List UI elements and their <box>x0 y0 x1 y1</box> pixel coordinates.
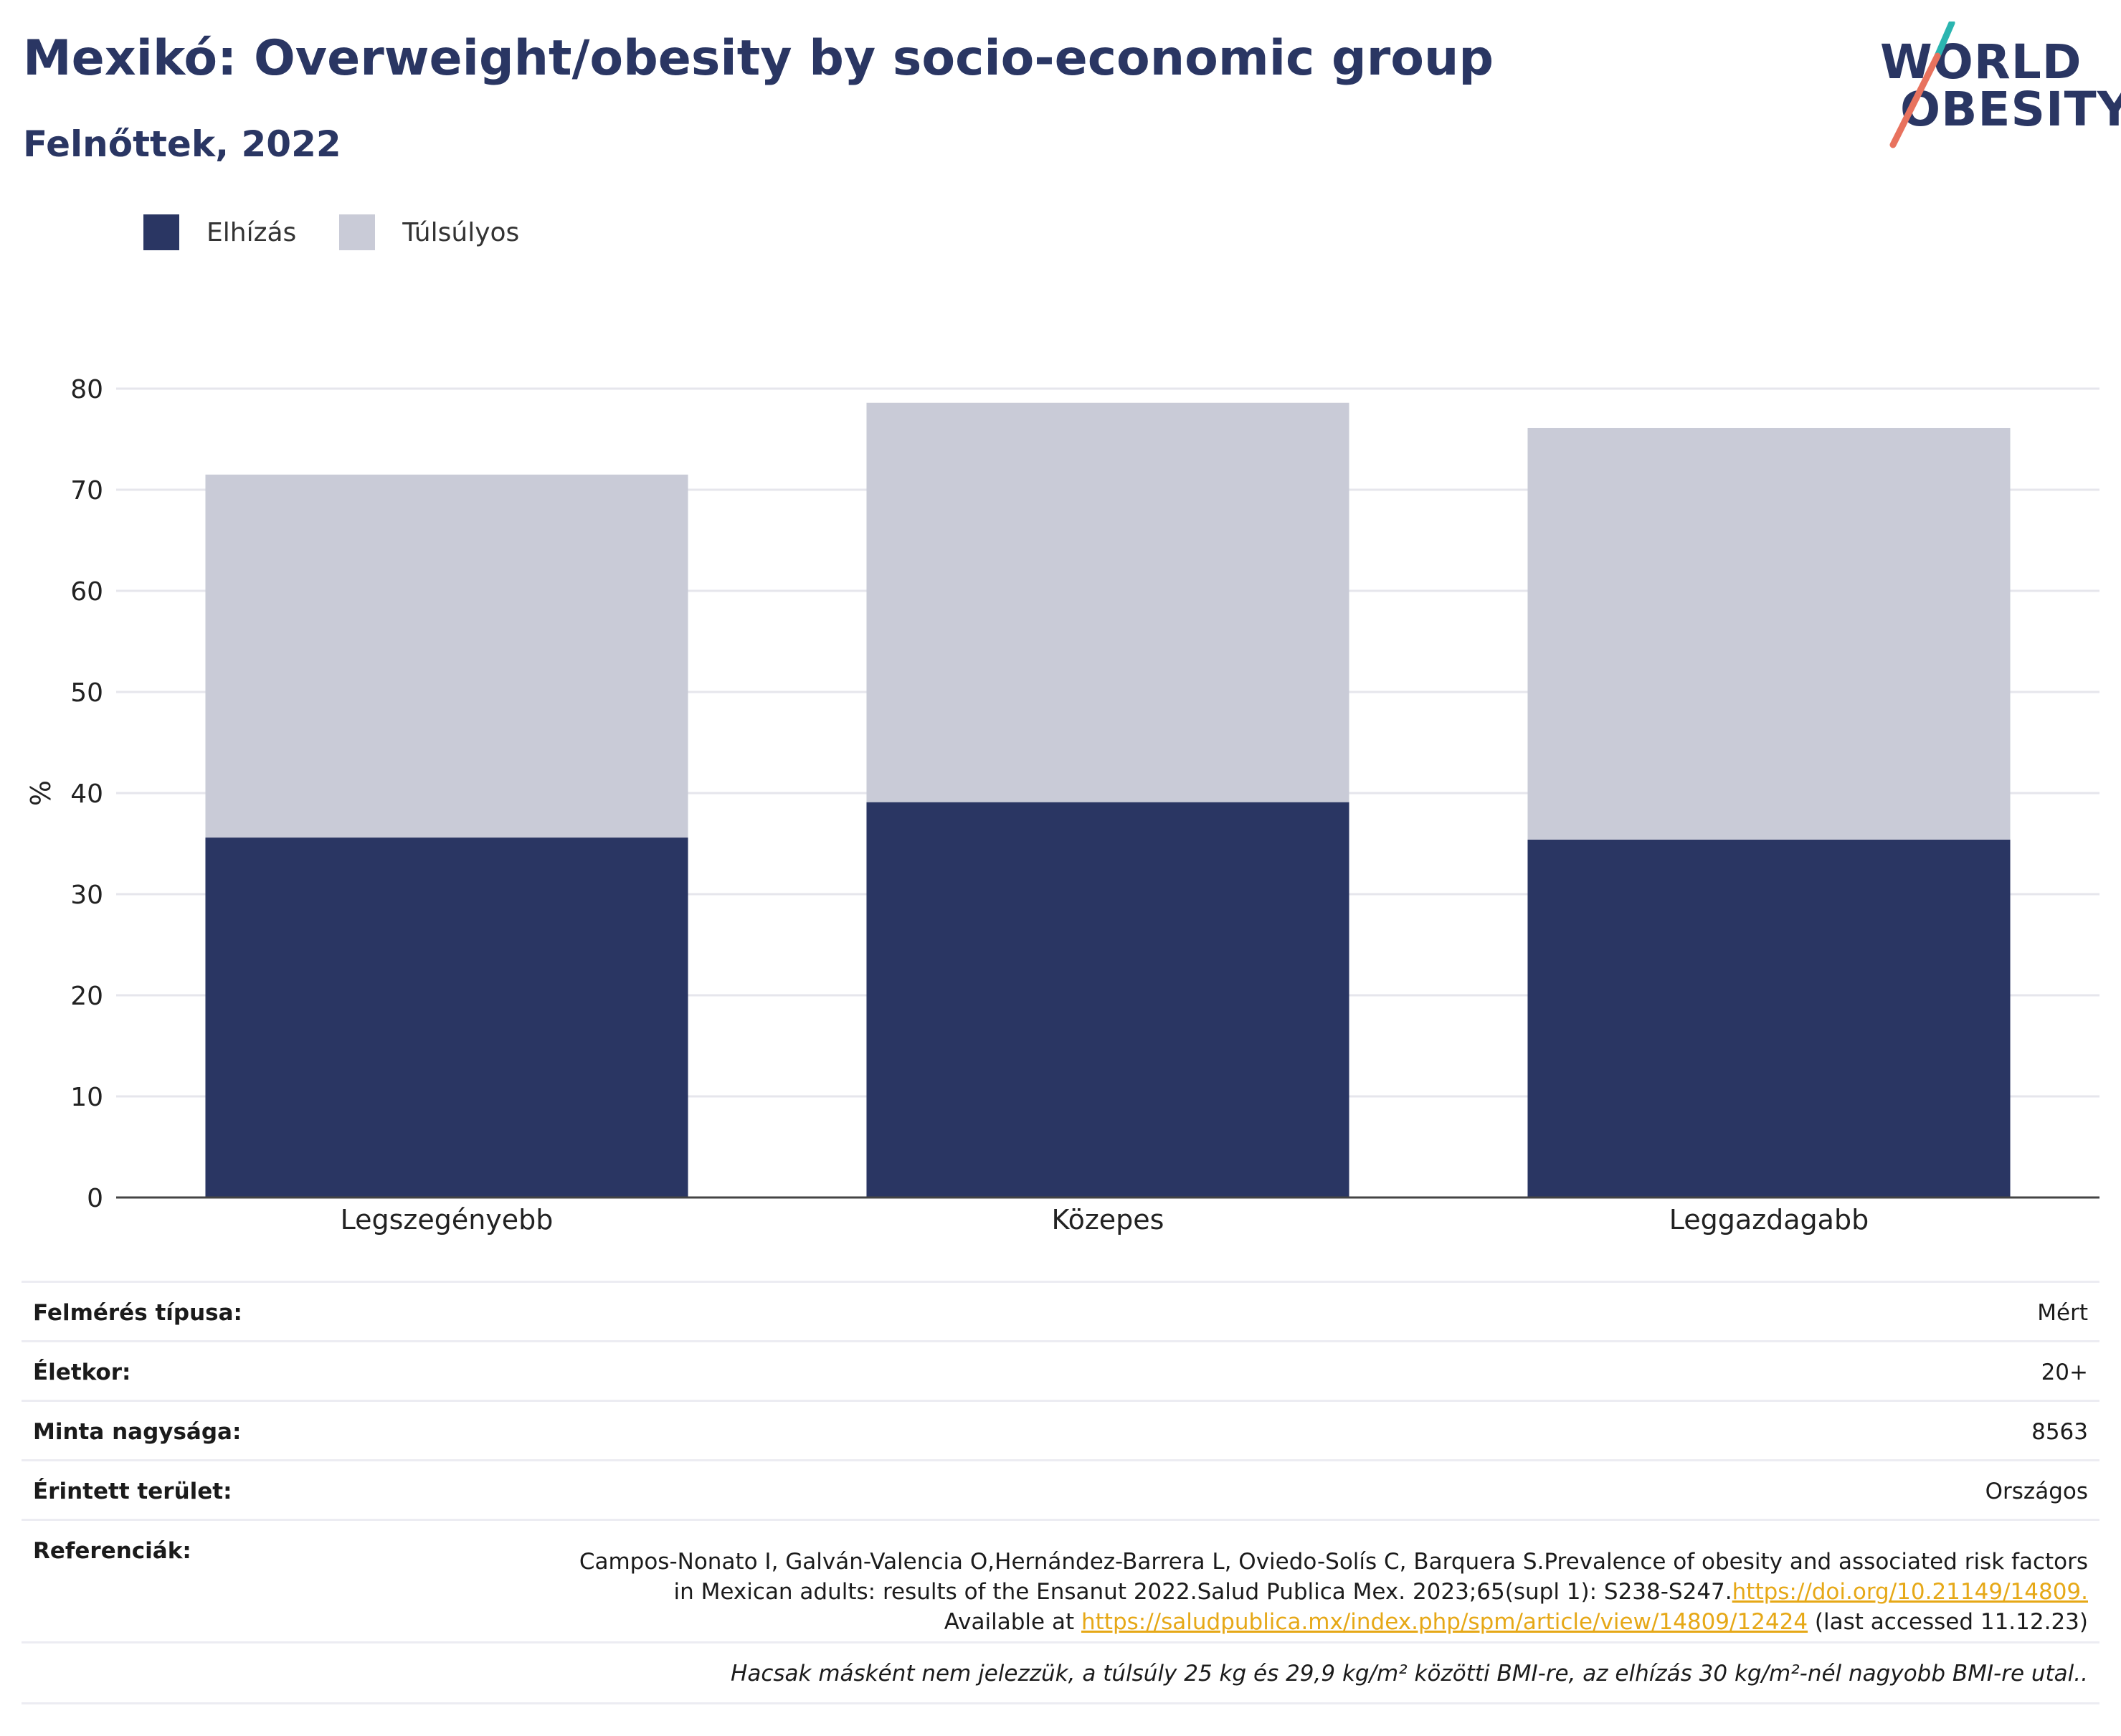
y-tick-label: 70 <box>70 476 103 506</box>
y-tick-label: 40 <box>70 779 103 809</box>
reference-line-1: Campos-Nonato I, Galván-Valencia O,Herná… <box>579 1549 2088 1575</box>
meta-value: Országos <box>1985 1479 2088 1504</box>
x-tick-label: Leggazdagabb <box>1669 1204 1869 1235</box>
page-title: Mexikó: Overweight/obesity by socio-econ… <box>23 30 1494 87</box>
logo-text-line1: WORLD <box>1880 34 2082 90</box>
legend-swatch-obesity <box>143 214 179 250</box>
bar-segment-obesity <box>205 838 688 1197</box>
meta-key: Referenciák: <box>33 1538 191 1564</box>
x-tick-label: Közepes <box>1052 1204 1164 1235</box>
y-tick-label: 10 <box>70 1083 103 1112</box>
meta-row-age: Életkor: 20+ <box>22 1340 2099 1400</box>
article-link[interactable]: https://saludpublica.mx/index.php/spm/ar… <box>1081 1609 1808 1635</box>
meta-row-references: Referenciák: Campos-Nonato I, Galván-Val… <box>22 1519 2099 1641</box>
page-subtitle: Felnőttek, 2022 <box>23 123 341 165</box>
legend-label-overweight: Túlsúlyos <box>402 217 520 247</box>
x-tick-label: Legszegényebb <box>341 1204 554 1235</box>
bar-segment-overweight <box>205 474 688 838</box>
y-tick-label: 50 <box>70 678 103 708</box>
logo-text-line2: OBESITY <box>1900 82 2121 137</box>
metadata-table: Felmérés típusa: Mért Életkor: 20+ Minta… <box>22 1281 2099 1704</box>
bar-segment-overweight <box>1527 427 2011 840</box>
bar-segment-obesity <box>866 802 1349 1197</box>
logo-slash-icon <box>1889 22 1955 148</box>
meta-key: Érintett terület: <box>33 1479 232 1504</box>
reference-text-part: (last accessed 11.12.23) <box>1808 1609 2088 1635</box>
legend-item-overweight[interactable]: Túlsúlyos <box>339 214 519 250</box>
meta-value: 8563 <box>2031 1419 2088 1445</box>
y-tick-label: 20 <box>70 982 103 1011</box>
chart-legend: Elhízás Túlsúlyos <box>143 212 562 252</box>
legend-item-obesity[interactable]: Elhízás <box>143 214 296 250</box>
stacked-bar-chart: 0 10 20 30 40 50 60 70 80% Legszegényebb Közepes Le… <box>25 375 2099 1235</box>
reference-line-3: Available at https://saludpublica.mx/ind… <box>579 1607 2088 1637</box>
meta-row-sample-size: Minta nagysága: 8563 <box>22 1400 2099 1459</box>
meta-key: Felmérés típusa: <box>33 1300 242 1326</box>
reference-text: Campos-Nonato I, Galván-Valencia O,Herná… <box>579 1547 2088 1637</box>
meta-key: Életkor: <box>33 1360 131 1385</box>
meta-value: Mért <box>2037 1300 2088 1326</box>
y-tick-label: 30 <box>70 881 103 910</box>
reference-text-part: in Mexican adults: results of the Ensanu… <box>673 1579 1732 1605</box>
y-tick-label: 0 <box>87 1184 103 1213</box>
y-tick-label: 80 <box>70 375 103 404</box>
y-tick-label: 60 <box>70 577 103 607</box>
bar-segment-obesity <box>1527 839 2011 1197</box>
bar-segment-overweight <box>866 402 1349 802</box>
meta-row-survey-type: Felmérés típusa: Mért <box>22 1281 2099 1340</box>
legend-swatch-overweight <box>339 214 376 250</box>
definition-note-row: Hacsak másként nem jelezzük, a túlsúly 2… <box>22 1641 2099 1704</box>
world-obesity-logo: WORLD OBESITY <box>1871 22 2121 151</box>
reference-line-2: in Mexican adults: results of the Ensanu… <box>579 1577 2088 1607</box>
legend-label-obesity: Elhízás <box>207 217 297 247</box>
meta-value: 20+ <box>2041 1360 2088 1385</box>
reference-text-part: Available at <box>944 1609 1081 1635</box>
definition-note: Hacsak másként nem jelezzük, a túlsúly 2… <box>731 1661 2088 1687</box>
doi-link[interactable]: https://doi.org/10.21149/14809. <box>1732 1579 2088 1605</box>
meta-key: Minta nagysága: <box>33 1419 242 1445</box>
meta-row-area: Érintett terület: Országos <box>22 1459 2099 1519</box>
y-axis-label: % <box>25 780 57 806</box>
